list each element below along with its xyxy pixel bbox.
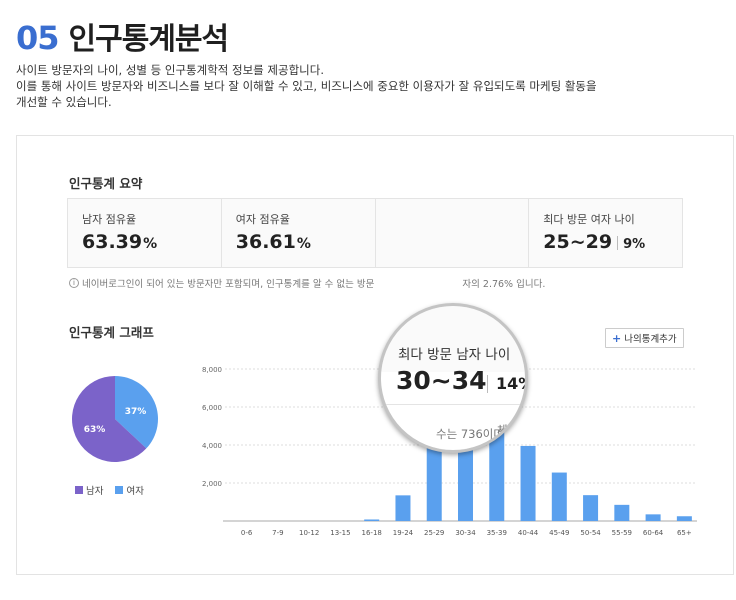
- bar-65+: [676, 516, 692, 521]
- page-title: 인구통계분석: [68, 22, 230, 57]
- top-male-age-cell: [376, 199, 530, 267]
- y-tick-label: 2,000: [202, 480, 222, 488]
- info-icon: i: [69, 278, 79, 288]
- summary-box: 남자 점유율 63.39% 여자 점유율 36.61% 최다 방문 여자 나이 …: [67, 198, 683, 268]
- top-male-age-label: 최다 방문 남자 나이: [398, 347, 511, 363]
- magnifier-callout: 최다 방문 남자 나이 30~34 14% 수는 736이며, 전 체: [378, 303, 528, 453]
- bar-60-64: [645, 514, 661, 521]
- summary-note: i 네이버로그인이 되어 있는 방문자만 포함되며, 인구통계를 알 수 없는 …: [69, 276, 545, 290]
- x-tick-label: 10-12: [299, 529, 319, 537]
- gender-pie-chart: 37% 63%: [71, 376, 158, 462]
- legend-male: 남자: [75, 483, 103, 497]
- plus-icon: +: [612, 331, 622, 345]
- x-tick-label: 55-59: [612, 529, 632, 537]
- x-tick-label: 45-49: [549, 529, 569, 537]
- bar-19-24: [395, 495, 411, 521]
- top-male-age-value: 30~34: [396, 366, 487, 395]
- x-tick-label: 40-44: [518, 529, 539, 537]
- x-tick-label: 30-34: [455, 529, 476, 537]
- pie-label-female: 37%: [125, 407, 147, 417]
- graph-title: 인구통계 그래프: [69, 325, 154, 340]
- male-share-cell: 남자 점유율 63.39%: [68, 199, 222, 267]
- page-header: 05 인구통계분석: [16, 14, 229, 57]
- magnifier-note-tail: 체: [497, 423, 508, 437]
- bar-45-49: [551, 472, 567, 521]
- legend-female-label: 여자: [126, 486, 144, 497]
- y-tick-label: 4,000: [202, 442, 222, 450]
- legend-female-swatch: [115, 486, 124, 494]
- female-share-cell: 여자 점유율 36.61%: [222, 199, 376, 267]
- add-my-stats-label: 나의통계추가: [624, 334, 677, 345]
- y-tick-label: 6,000: [202, 404, 222, 412]
- pie-legend: 남자 여자: [75, 483, 156, 497]
- male-share-unit: %: [143, 236, 158, 252]
- bar-55-59: [614, 504, 630, 521]
- top-female-age-cell: 최다 방문 여자 나이 25~29 9%: [529, 199, 682, 267]
- x-tick-label: 13-15: [330, 529, 350, 537]
- male-share-value: 63.39: [82, 231, 143, 253]
- legend-male-swatch: [75, 486, 83, 494]
- pie-label-male: 63%: [84, 425, 106, 435]
- magnifier-note: 수는 736이며, 전: [436, 427, 522, 441]
- description-line: 이를 통해 사이트 방문자와 비즈니스를 보다 잘 이해할 수 있고, 비즈니스…: [16, 79, 597, 93]
- top-female-age-label: 최다 방문 여자 나이: [543, 213, 635, 226]
- x-tick-label: 60-64: [643, 529, 664, 537]
- x-tick-label: 65+: [677, 529, 692, 537]
- description-line: 사이트 방문자의 나이, 성별 등 인구통계학적 정보를 제공합니다.: [16, 63, 324, 77]
- legend-female: 여자: [115, 483, 144, 497]
- bar-40-44: [520, 445, 536, 521]
- x-tick-label: 7-9: [272, 529, 283, 537]
- page-description: 사이트 방문자의 나이, 성별 등 인구통계학적 정보를 제공합니다. 이를 통…: [16, 62, 716, 110]
- description-line: 개선할 수 있습니다.: [16, 95, 112, 109]
- bar-50-54: [583, 495, 599, 521]
- legend-male-label: 남자: [86, 486, 104, 497]
- x-tick-label: 16-18: [362, 529, 382, 537]
- summary-note-left: 네이버로그인이 되어 있는 방문자만 포함되며, 인구통계를 알 수 없는 방문: [82, 279, 375, 290]
- x-tick-label: 25-29: [424, 529, 444, 537]
- top-female-age-value: 25~29: [543, 231, 613, 253]
- top-male-age-pct: 14%: [496, 374, 525, 393]
- male-share-label: 남자 점유율: [82, 213, 137, 226]
- bar-35-39: [489, 418, 505, 521]
- x-tick-label: 50-54: [580, 529, 601, 537]
- bar-16-18: [364, 519, 380, 521]
- summary-note-right: 자의 2.76% 입니다.: [462, 279, 546, 290]
- y-tick-label: 8,000: [202, 366, 222, 374]
- demographics-panel: 인구통계 요약 남자 점유율 63.39% 여자 점유율 36.61% 최다 방…: [16, 135, 734, 575]
- add-my-stats-button[interactable]: + 나의통계추가: [605, 328, 684, 348]
- top-female-age-pct: 9%: [623, 237, 646, 252]
- x-tick-label: 35-39: [487, 529, 507, 537]
- female-share-unit: %: [296, 236, 311, 252]
- summary-title: 인구통계 요약: [69, 176, 143, 191]
- female-share-value: 36.61: [235, 231, 296, 253]
- pie-slice-male: [71, 376, 147, 462]
- x-tick-label: 19-24: [393, 529, 414, 537]
- female-share-label: 여자 점유율: [235, 213, 290, 226]
- section-number: 05: [16, 19, 60, 57]
- x-tick-label: 0-6: [241, 529, 253, 537]
- pie-slice-female: [115, 376, 158, 449]
